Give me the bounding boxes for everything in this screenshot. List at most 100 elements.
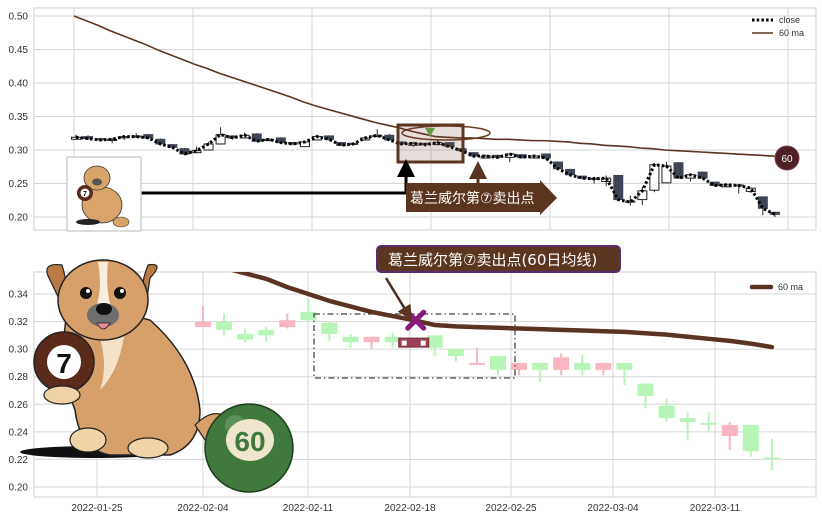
bottom-legend: 60 ma (749, 282, 803, 292)
candle (637, 383, 654, 409)
candle (384, 332, 401, 348)
candle-body (363, 336, 380, 343)
candle (709, 181, 720, 187)
candle (574, 354, 591, 376)
y-tick-label: 0.24 (9, 427, 29, 438)
candle-body (195, 321, 211, 328)
legend-ma-label: 60 ma (778, 282, 803, 292)
sell-label-text: 葛兰威尔第⑦卖出点 (410, 190, 535, 207)
bottom-y-axis: 0.34 0.32 0.30 0.28 0.26 0.24 0.22 0.20 (9, 290, 29, 494)
candle-body (532, 362, 549, 370)
candle-body (408, 142, 419, 146)
bottom-panel: 0.34 0.32 0.30 0.28 0.26 0.24 0.22 0.20 2022-01… (9, 245, 817, 514)
candle (324, 135, 335, 141)
y-tick-label: 0.20 (9, 213, 29, 224)
candle (742, 424, 759, 457)
candle-body (258, 329, 275, 336)
bottom-ma60-line (231, 272, 775, 350)
ball-60-text: 60 (234, 426, 265, 457)
candle-body (372, 134, 383, 138)
y-tick-label: 0.32 (9, 317, 29, 328)
x-tick-label: 2022-02-25 (485, 503, 537, 514)
candle (468, 347, 485, 365)
ball-7-text: 7 (56, 348, 72, 379)
y-tick-label: 0.40 (9, 79, 29, 90)
candle (237, 328, 254, 343)
candle-body (742, 424, 759, 452)
candle-body (511, 362, 528, 370)
y-tick-label: 0.34 (9, 290, 29, 301)
small-ball-7-text: 7 (83, 191, 87, 198)
candle (287, 141, 298, 146)
candle-body (489, 356, 506, 370)
candle-body (658, 405, 675, 419)
x-tick-label: 2022-02-18 (384, 503, 436, 514)
y-tick-label: 0.30 (9, 345, 29, 356)
x-tick-label: 2022-03-04 (587, 503, 639, 514)
y-tick-label: 0.20 (9, 483, 29, 494)
top-panel: 0.50 0.45 0.40 0.35 0.30 0.25 0.20 close 60 ma… (9, 7, 817, 232)
sell-label-arrow: 葛兰威尔第⑦卖出点 (406, 180, 557, 215)
candle-body (480, 155, 491, 159)
candle (444, 141, 455, 148)
candle (616, 362, 633, 385)
ball-60-icon: 60 (204, 403, 294, 493)
candle-body (279, 320, 296, 328)
candle (595, 362, 612, 376)
small-dog-image: 7 (66, 156, 142, 232)
candle-body (342, 336, 359, 343)
candle-body (216, 321, 233, 330)
candle-body (287, 142, 298, 145)
title-pointer-arrow (384, 277, 412, 321)
sell-candle-body (398, 337, 430, 348)
sell-zone-box (313, 313, 516, 379)
top-legend: close 60 ma (752, 15, 804, 38)
candle (721, 422, 738, 450)
candle-body (595, 362, 612, 370)
top-close-line (75, 132, 776, 216)
candle (191, 146, 202, 154)
candle-body (131, 135, 142, 138)
candle (516, 154, 527, 159)
candle (107, 137, 118, 144)
candle-body (616, 362, 633, 370)
candle (363, 336, 380, 350)
highlight-square (420, 340, 426, 346)
ma60-badge: 60 (774, 145, 800, 171)
candle (216, 313, 233, 336)
candle-body (577, 175, 588, 179)
candle (447, 349, 464, 362)
candle-body (763, 457, 780, 460)
candle (763, 438, 780, 471)
candle-body (300, 311, 317, 321)
ball-7-icon: 7 (33, 331, 95, 393)
candle-body (540, 153, 551, 159)
bottom-x-axis: 2022-01-25 2022-02-04 2022-02-11 2022-02-18… (71, 503, 740, 514)
sell-triangle-marker (425, 128, 435, 137)
candle (279, 313, 296, 329)
candle-body (721, 424, 738, 436)
candle (321, 321, 338, 341)
candle-body (444, 142, 455, 148)
candle (480, 154, 491, 159)
y-tick-label: 0.45 (9, 45, 29, 56)
candle (553, 353, 570, 376)
candle-body (321, 322, 338, 334)
candle-body (468, 362, 485, 365)
candle-body (237, 333, 254, 340)
highlight-square (401, 340, 407, 346)
candle (372, 129, 383, 138)
candle-body (697, 171, 708, 179)
candle (577, 175, 588, 180)
ma60-badge-text: 60 (781, 154, 793, 165)
y-tick-label: 0.30 (9, 146, 29, 157)
candle (679, 412, 696, 441)
candle-body (637, 383, 654, 397)
bottom-title-text: 葛兰威尔第⑦卖出点(60日均线) (388, 251, 597, 269)
candle-body (625, 200, 636, 203)
x-tick-label: 2022-03-11 (690, 503, 741, 514)
legend-close-label: close (779, 15, 800, 25)
candle-body (700, 422, 717, 425)
candle (342, 333, 359, 348)
candle-body (661, 165, 672, 184)
